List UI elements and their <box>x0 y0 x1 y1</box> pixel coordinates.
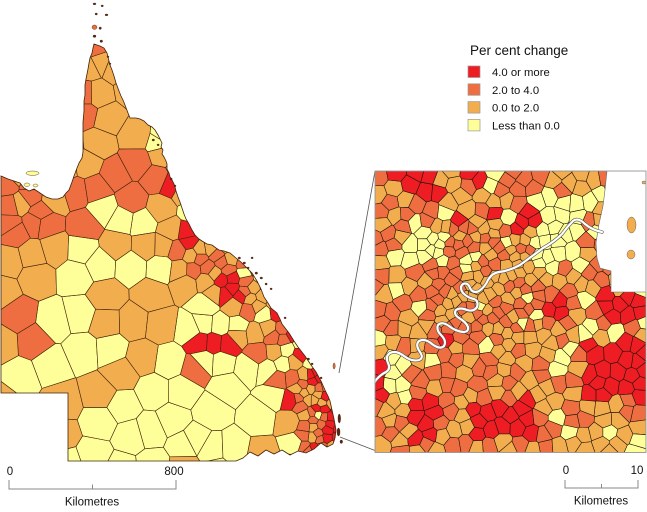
svg-text:800: 800 <box>164 466 183 478</box>
svg-text:Per cent change: Per cent change <box>470 43 568 58</box>
svg-text:0.0 to 2.0: 0.0 to 2.0 <box>492 103 539 115</box>
svg-text:10: 10 <box>631 465 644 477</box>
svg-text:Kilometres: Kilometres <box>65 497 120 508</box>
svg-text:Less than 0.0: Less than 0.0 <box>492 120 560 132</box>
svg-text:0: 0 <box>563 465 569 477</box>
svg-text:Kilometres: Kilometres <box>574 496 629 508</box>
svg-text:4.0 or more: 4.0 or more <box>492 67 550 79</box>
svg-text:2.0 to 4.0: 2.0 to 4.0 <box>492 85 539 97</box>
svg-text:0: 0 <box>7 466 13 478</box>
